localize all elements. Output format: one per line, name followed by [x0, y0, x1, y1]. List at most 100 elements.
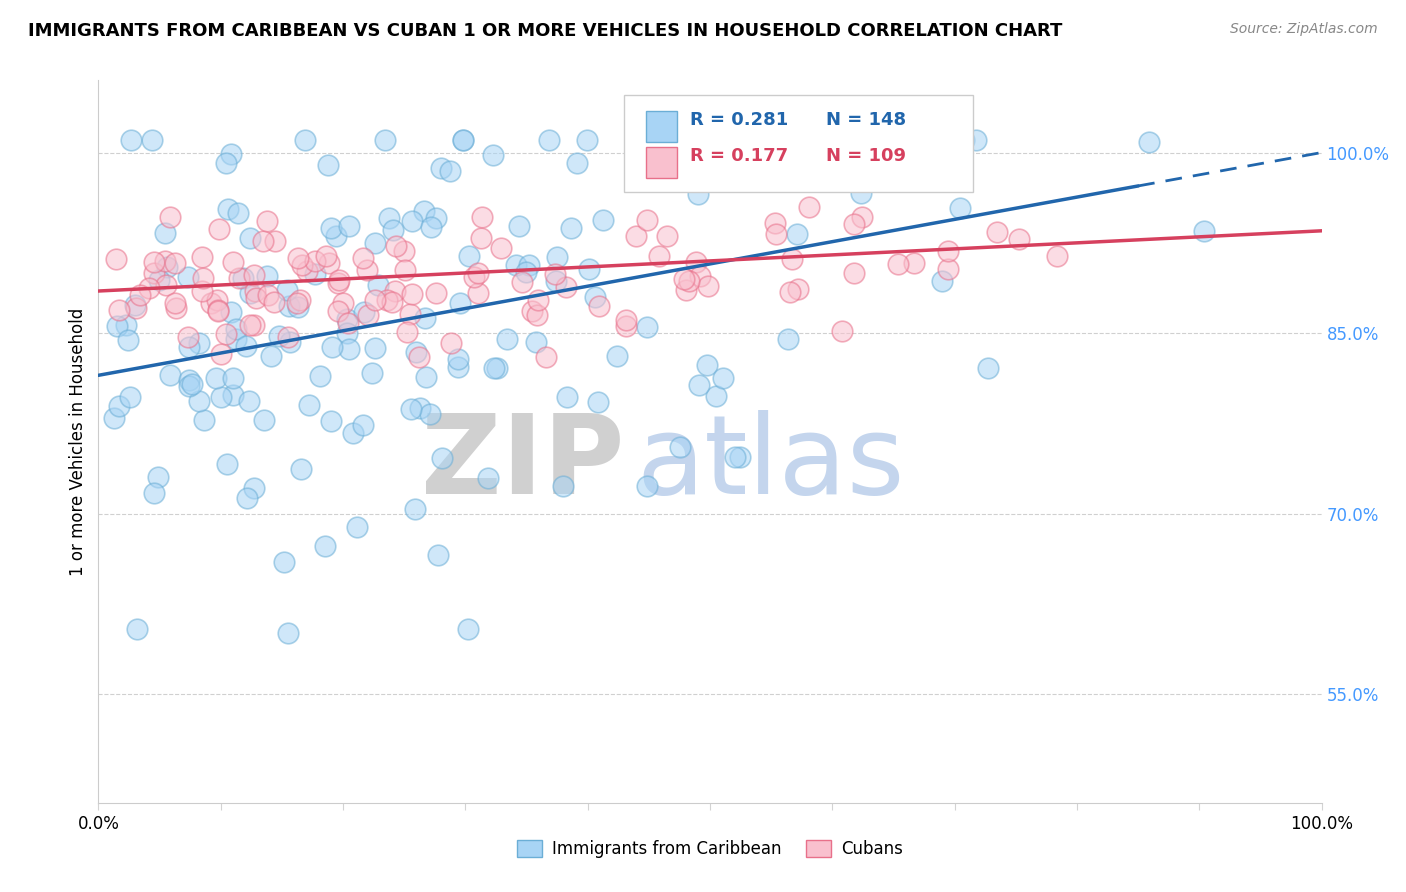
Point: [401, 214, 423, 228]
Point: [440, 335, 463, 350]
Point: [457, 249, 479, 263]
Point: [394, 262, 416, 277]
Point: [332, 296, 354, 310]
Point: [786, 227, 808, 241]
Point: [849, 186, 872, 201]
Point: [1192, 224, 1215, 238]
Point: [208, 222, 231, 236]
Point: [243, 318, 266, 332]
Point: [851, 211, 873, 225]
Point: [318, 255, 340, 269]
Point: [325, 229, 347, 244]
Text: IMMIGRANTS FROM CARIBBEAN VS CUBAN 1 OR MORE VEHICLES IN HOUSEHOLD CORRELATION C: IMMIGRANTS FROM CARIBBEAN VS CUBAN 1 OR …: [28, 22, 1063, 40]
Point: [278, 334, 301, 349]
Point: [107, 399, 129, 413]
Point: [225, 332, 247, 346]
Point: [696, 358, 718, 372]
Point: [477, 471, 499, 485]
Point: [395, 326, 418, 340]
Point: [243, 268, 266, 282]
Point: [903, 256, 925, 270]
Point: [526, 335, 548, 350]
Point: [205, 371, 228, 385]
Point: [336, 312, 359, 326]
Point: [763, 216, 786, 230]
FancyBboxPatch shape: [624, 95, 973, 193]
Point: [222, 255, 245, 269]
Point: [724, 450, 747, 464]
Point: [425, 211, 447, 226]
Point: [253, 413, 276, 427]
Point: [288, 293, 311, 307]
Point: [534, 351, 557, 365]
Point: [159, 210, 181, 224]
Point: [672, 272, 695, 286]
Point: [668, 440, 690, 454]
Point: [143, 485, 166, 500]
Point: [647, 249, 669, 263]
Point: [267, 328, 290, 343]
Point: [315, 249, 337, 263]
Point: [626, 228, 648, 243]
Point: [505, 258, 527, 272]
Point: [606, 349, 628, 363]
Point: [276, 284, 298, 298]
Point: [287, 300, 309, 314]
Legend: Immigrants from Caribbean, Cubans: Immigrants from Caribbean, Cubans: [509, 832, 911, 867]
Point: [583, 289, 606, 303]
Point: [614, 319, 637, 334]
Point: [844, 266, 866, 280]
Point: [375, 293, 398, 307]
Point: [115, 318, 138, 332]
Point: [256, 268, 278, 283]
Point: [560, 220, 582, 235]
Point: [219, 305, 242, 319]
Point: [374, 133, 396, 147]
Point: [221, 371, 243, 385]
Point: [277, 330, 299, 344]
Point: [696, 279, 718, 293]
Point: [765, 227, 787, 241]
Point: [239, 285, 262, 300]
Point: [730, 450, 752, 464]
Point: [636, 320, 658, 334]
Point: [326, 276, 349, 290]
Point: [449, 296, 471, 310]
Point: [238, 318, 260, 333]
Point: [165, 301, 187, 315]
Point: [200, 295, 222, 310]
Point: [228, 270, 250, 285]
Point: [565, 156, 588, 170]
Point: [294, 133, 316, 147]
Point: [177, 329, 200, 343]
Point: [588, 299, 610, 313]
Point: [290, 258, 312, 272]
Point: [360, 366, 382, 380]
Point: [555, 390, 578, 404]
Point: [326, 304, 349, 318]
Point: [447, 359, 470, 374]
Point: [486, 361, 509, 376]
Point: [409, 401, 432, 416]
Point: [367, 277, 389, 292]
Point: [225, 322, 247, 336]
Point: [451, 133, 474, 147]
Point: [188, 394, 211, 409]
Point: [439, 164, 461, 178]
Point: [496, 332, 519, 346]
Point: [260, 349, 283, 363]
Point: [214, 155, 236, 169]
Point: [181, 376, 204, 391]
Point: [337, 343, 360, 357]
Point: [517, 258, 540, 272]
Point: [163, 295, 186, 310]
Point: [238, 394, 260, 409]
Point: [125, 301, 148, 316]
Point: [419, 407, 441, 421]
Point: [236, 491, 259, 506]
Point: [364, 236, 387, 251]
Point: [357, 308, 380, 322]
Point: [977, 360, 1000, 375]
Point: [256, 214, 278, 228]
Point: [120, 133, 142, 147]
